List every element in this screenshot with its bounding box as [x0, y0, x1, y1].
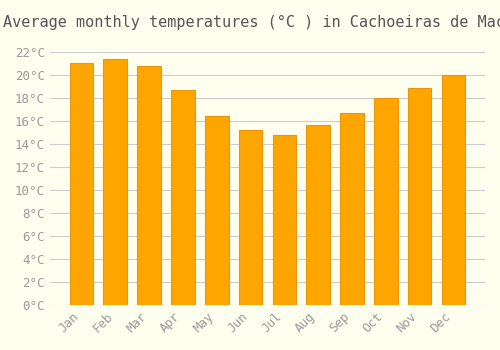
- Bar: [104, 59, 127, 305]
- Bar: [238, 131, 262, 305]
- Bar: [171, 90, 194, 305]
- Bar: [70, 63, 94, 305]
- Bar: [138, 66, 161, 305]
- Bar: [205, 116, 229, 305]
- Bar: [442, 75, 465, 305]
- Bar: [340, 113, 364, 305]
- Title: Average monthly temperatures (°C ) in Cachoeiras de Macacu: Average monthly temperatures (°C ) in Ca…: [3, 15, 500, 30]
- Bar: [374, 98, 398, 305]
- Bar: [272, 135, 296, 305]
- Bar: [408, 88, 432, 305]
- Bar: [306, 125, 330, 305]
